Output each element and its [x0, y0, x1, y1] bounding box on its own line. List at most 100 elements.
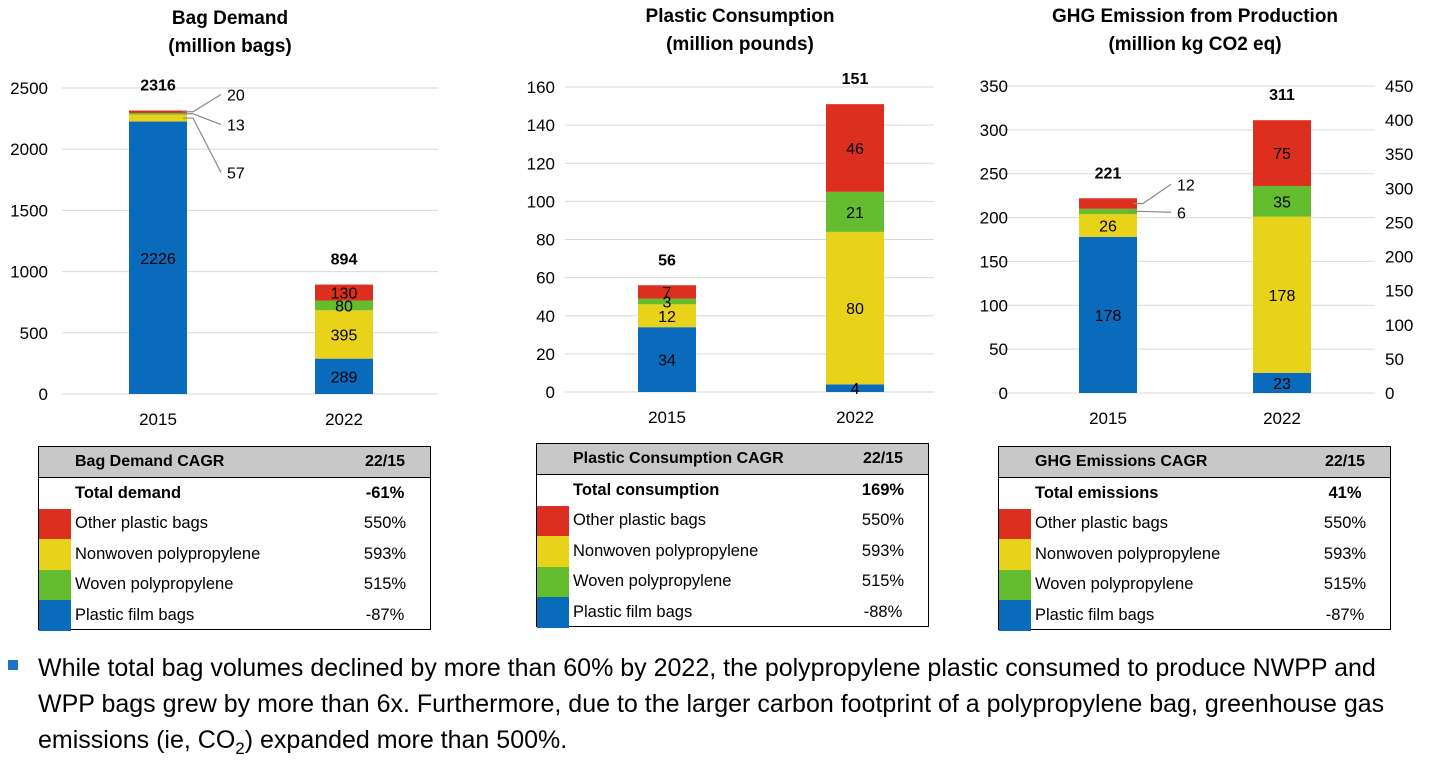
bar-plastic-film-bags-2015: [129, 121, 187, 394]
cagr-row-value: 593%: [1323, 544, 1367, 563]
leader-line: [183, 113, 222, 126]
data-label: 20: [227, 88, 245, 105]
y-right-tick-label: 0: [1385, 384, 1394, 403]
cagr-header-period: 22/15: [364, 453, 406, 470]
y-tick-label: 100: [527, 192, 555, 211]
cagr-row: Woven polypropylene 515%: [999, 569, 1390, 600]
chart-title-bag-demand: Bag Demand (million bags): [60, 5, 400, 61]
cagr-row-label: Other plastic bags: [1035, 514, 1168, 533]
bar-other-plastic-bags-2022: [1253, 120, 1311, 186]
data-label: 12: [1177, 177, 1195, 194]
cagr-row: Plastic film bags -87%: [999, 600, 1390, 631]
cagr-row: Nonwoven polypropylene 593%: [537, 536, 928, 567]
cagr-header-label: Plastic Consumption CAGR: [573, 450, 784, 467]
cagr-row-label: Total demand: [75, 483, 182, 502]
cagr-row: Plastic film bags -87%: [39, 600, 430, 631]
y-tick-label: 1500: [10, 201, 48, 220]
y-right-tick-label: 250: [1385, 213, 1413, 232]
cagr-row-value: 515%: [363, 575, 407, 594]
cagr-row-value: -61%: [365, 483, 405, 502]
cagr-row-value: 515%: [861, 572, 905, 591]
x-tick-label: 2022: [325, 410, 363, 429]
y-tick-label: 60: [536, 269, 555, 288]
cagr-row-label: Total consumption: [573, 480, 720, 499]
data-label: 130: [331, 286, 358, 303]
leader-line: [1133, 210, 1172, 213]
chart-title-line-1: Plastic Consumption: [645, 6, 835, 27]
cagr-row: Nonwoven polypropylene 593%: [39, 539, 430, 570]
data-label: 4: [851, 381, 860, 398]
chart-title-plastic-consumption: Plastic Consumption (million pounds): [560, 3, 920, 59]
cagr-row-value: -88%: [863, 602, 903, 621]
legend-swatch: [537, 566, 569, 597]
legend-swatch: [39, 539, 71, 570]
cagr-row: Woven polypropylene 515%: [537, 566, 928, 597]
cagr-row-value: 550%: [363, 514, 407, 533]
legend-swatch: [999, 600, 1031, 631]
data-label: 13: [227, 118, 245, 135]
y-right-tick-label: 100: [1385, 316, 1413, 335]
cagr-row-label: Nonwoven polypropylene: [1035, 544, 1221, 563]
y-tick-label: 160: [527, 78, 555, 97]
cagr-header-label: Bag Demand CAGR: [75, 453, 225, 470]
data-label: 34: [658, 353, 676, 370]
y-tick-label: 120: [527, 154, 555, 173]
y-tick-label: 40: [536, 307, 555, 326]
cagr-row: Plastic film bags -88%: [537, 597, 928, 628]
cagr-table-header: GHG Emissions CAGR 22/15: [999, 447, 1390, 478]
legend-swatch: [537, 536, 569, 567]
data-label: 80: [846, 301, 864, 318]
y-right-tick-label: 400: [1385, 111, 1413, 130]
y-tick-label: 0: [39, 385, 48, 404]
y-tick-label: 200: [980, 209, 1008, 228]
legend-swatch: [999, 478, 1031, 509]
bar-plastic-film-bags-2015: [638, 327, 696, 392]
cagr-header-period: 22/15: [1324, 453, 1366, 470]
bag-demand-cagr-table: Bag Demand CAGR 22/15 Total demand -61% Othe…: [38, 446, 431, 631]
legend-swatch: [537, 475, 569, 506]
cagr-row-label: Other plastic bags: [573, 511, 706, 530]
bar-other-plastic-bags-2015: [638, 285, 696, 299]
y-tick-label: 80: [536, 231, 555, 250]
cagr-row-label: Nonwoven polypropylene: [573, 541, 759, 560]
data-label: 75: [1273, 146, 1291, 163]
y-tick-label: 0: [546, 383, 555, 402]
cagr-row-label: Woven polypropylene: [1035, 575, 1194, 594]
legend-swatch: [39, 478, 71, 509]
bullet-icon: [8, 660, 18, 670]
cagr-row-label: Woven polypropylene: [573, 572, 732, 591]
y-tick-label: 150: [980, 252, 1008, 271]
chart-title-line-2: (million pounds): [666, 34, 814, 55]
chart-title-line-1: Bag Demand: [171, 8, 289, 29]
cagr-row-value: 515%: [1323, 575, 1367, 594]
total-label: 221: [1095, 165, 1122, 182]
data-label: 46: [846, 141, 864, 158]
x-tick-label: 2015: [139, 410, 177, 429]
bar-woven-polypropylene-2015: [638, 298, 696, 305]
cagr-header-label: GHG Emissions CAGR: [1035, 453, 1208, 470]
bar-plastic-film-bags-2022: [826, 384, 884, 392]
legend-swatch: [537, 505, 569, 536]
legend-swatch: [39, 508, 71, 539]
data-label: 57: [227, 166, 245, 183]
cagr-row-value: -87%: [1325, 605, 1365, 624]
x-tick-label: 2022: [836, 408, 874, 427]
cagr-row-label: Plastic film bags: [1035, 605, 1155, 624]
cagr-row-value: -87%: [365, 605, 405, 624]
footnote-subscript: 2: [235, 739, 245, 758]
y-tick-label: 2500: [10, 79, 48, 98]
y-right-tick-label: 150: [1385, 282, 1413, 301]
bar-woven-polypropylene-2022: [315, 300, 373, 311]
y-tick-label: 350: [980, 77, 1008, 96]
data-label: 23: [1273, 376, 1291, 393]
chart-title-line-2: (million kg CO2 eq): [1108, 34, 1282, 55]
cagr-row-value: 593%: [861, 541, 905, 560]
bar-other-plastic-bags-2015: [1079, 198, 1137, 209]
y-tick-label: 100: [980, 296, 1008, 315]
chart-title-line-1: GHG Emission from Production: [1051, 6, 1339, 27]
bar-nonwoven-polypropylene-2015: [638, 304, 696, 328]
bar-woven-polypropylene-2022: [1253, 185, 1311, 217]
plastic-consumption-cagr-table: Plastic Consumption CAGR 22/15 Total consu…: [536, 443, 929, 628]
